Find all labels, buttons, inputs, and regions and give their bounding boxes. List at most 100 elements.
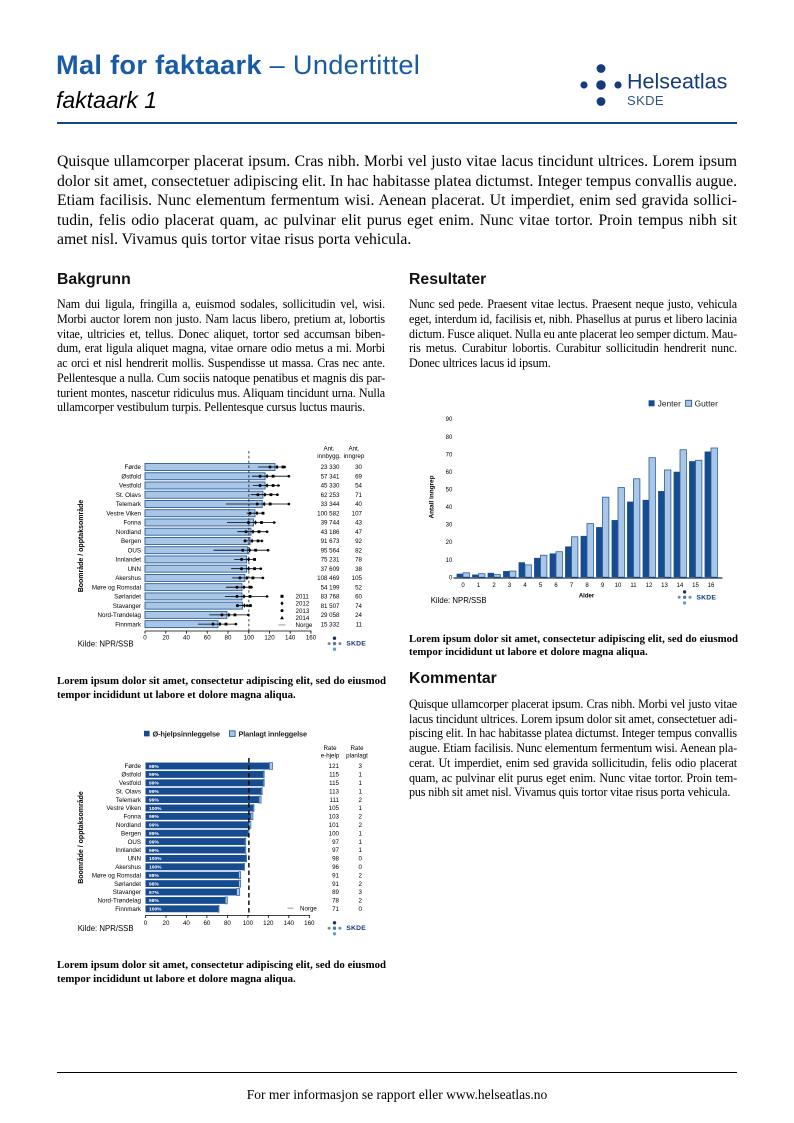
- svg-text:89: 89: [332, 889, 339, 896]
- svg-text:6: 6: [554, 583, 558, 589]
- svg-text:1: 1: [359, 780, 363, 787]
- svg-text:98%: 98%: [149, 873, 159, 879]
- svg-text:Østfold: Østfold: [121, 772, 141, 779]
- svg-text:24: 24: [355, 612, 362, 619]
- svg-text:UNN: UNN: [128, 856, 141, 863]
- svg-text:140: 140: [285, 635, 296, 642]
- svg-text:15: 15: [692, 583, 699, 589]
- svg-text:0: 0: [359, 856, 363, 863]
- svg-text:1: 1: [359, 847, 363, 854]
- svg-text:9: 9: [601, 583, 605, 589]
- svg-text:Antall inngrep: Antall inngrep: [429, 475, 436, 518]
- svg-text:1: 1: [359, 788, 363, 795]
- svg-text:99%: 99%: [149, 797, 159, 803]
- svg-text:Kilde: NPR/SSB: Kilde: NPR/SSB: [78, 924, 134, 933]
- svg-text:99%: 99%: [149, 839, 159, 845]
- svg-text:160: 160: [306, 635, 317, 642]
- svg-text:inngrep: inngrep: [344, 453, 365, 460]
- svg-text:40: 40: [446, 505, 453, 511]
- svg-text:1: 1: [359, 805, 363, 812]
- svg-text:8: 8: [585, 583, 589, 589]
- svg-text:120: 120: [263, 920, 274, 927]
- svg-text:Ant.: Ant.: [323, 446, 334, 453]
- svg-text:e-hjelp: e-hjelp: [321, 753, 340, 760]
- svg-text:75 231: 75 231: [321, 557, 340, 564]
- svg-text:83 768: 83 768: [321, 594, 340, 601]
- svg-text:80: 80: [225, 635, 232, 642]
- svg-text:11: 11: [630, 583, 637, 589]
- svg-text:20: 20: [163, 920, 170, 927]
- svg-text:97: 97: [332, 839, 339, 846]
- svg-text:SKDE: SKDE: [696, 594, 716, 601]
- svg-text:Fonna: Fonna: [123, 814, 141, 821]
- svg-text:Helseatlas: Helseatlas: [627, 70, 727, 94]
- svg-text:97: 97: [332, 847, 339, 854]
- svg-text:99%: 99%: [149, 848, 159, 854]
- svg-text:Møre og Romsdal: Møre og Romsdal: [92, 872, 141, 879]
- svg-text:111: 111: [330, 797, 340, 804]
- svg-text:60: 60: [446, 470, 453, 476]
- svg-text:2: 2: [359, 814, 363, 821]
- svg-text:Akershus: Akershus: [115, 575, 141, 582]
- svg-text:91 673: 91 673: [321, 538, 340, 545]
- svg-text:planlagt: planlagt: [346, 753, 368, 760]
- svg-text:Nordland: Nordland: [116, 822, 142, 829]
- svg-text:60: 60: [203, 920, 210, 927]
- svg-text:52: 52: [355, 584, 362, 591]
- svg-text:Førde: Førde: [124, 763, 141, 770]
- svg-text:Vestre Viken: Vestre Viken: [106, 805, 141, 812]
- svg-text:100: 100: [243, 920, 254, 927]
- svg-text:2014: 2014: [296, 615, 310, 622]
- svg-text:78: 78: [332, 898, 339, 905]
- svg-text:101: 101: [329, 822, 340, 829]
- svg-text:Nord-Trøndelag: Nord-Trøndelag: [98, 612, 142, 619]
- svg-text:UNN: UNN: [128, 566, 141, 573]
- svg-text:99%: 99%: [149, 781, 159, 787]
- svg-text:Finnmark: Finnmark: [115, 621, 142, 628]
- svg-text:innbygg.: innbygg.: [317, 453, 341, 460]
- svg-text:2: 2: [359, 797, 363, 804]
- svg-text:Rate: Rate: [350, 745, 364, 752]
- svg-text:Alder: Alder: [579, 593, 595, 599]
- svg-text:St. Olavs: St. Olavs: [116, 788, 141, 795]
- svg-text:Førde: Førde: [124, 464, 141, 471]
- svg-text:54: 54: [355, 483, 362, 490]
- svg-text:47: 47: [355, 529, 362, 536]
- svg-text:Ø-hjelpsinnleggelse: Ø-hjelpsinnleggelse: [153, 730, 220, 739]
- svg-text:80: 80: [446, 435, 453, 441]
- svg-text:30: 30: [446, 523, 453, 529]
- svg-text:10: 10: [446, 558, 453, 564]
- svg-text:1: 1: [359, 772, 363, 779]
- svg-text:74: 74: [355, 603, 362, 610]
- svg-text:43 186: 43 186: [321, 529, 340, 536]
- svg-text:60: 60: [355, 594, 362, 601]
- svg-text:92: 92: [355, 538, 362, 545]
- svg-text:140: 140: [284, 920, 295, 927]
- svg-text:Norge: Norge: [296, 622, 313, 629]
- svg-text:OUS: OUS: [128, 547, 141, 554]
- svg-text:115: 115: [329, 780, 339, 787]
- svg-text:99%: 99%: [149, 823, 159, 829]
- svg-text:99%: 99%: [149, 772, 159, 778]
- svg-text:3: 3: [359, 889, 363, 896]
- svg-text:100: 100: [244, 635, 255, 642]
- svg-text:2: 2: [492, 583, 496, 589]
- svg-text:Møre og Romsdal: Møre og Romsdal: [92, 584, 141, 591]
- svg-text:1: 1: [359, 839, 363, 846]
- svg-text:98%: 98%: [149, 764, 159, 770]
- svg-text:0: 0: [143, 635, 147, 642]
- svg-text:2012: 2012: [296, 601, 310, 608]
- svg-text:Østfold: Østfold: [121, 473, 141, 480]
- svg-text:38: 38: [355, 566, 362, 573]
- svg-text:70: 70: [446, 452, 453, 458]
- svg-text:Stavanger: Stavanger: [113, 889, 141, 896]
- svg-text:105: 105: [329, 805, 340, 812]
- svg-text:60: 60: [204, 635, 211, 642]
- svg-text:Vestre Viken: Vestre Viken: [106, 510, 141, 517]
- svg-text:103: 103: [329, 814, 340, 821]
- svg-text:Fonna: Fonna: [123, 520, 141, 527]
- svg-text:Planlagt innleggelse: Planlagt innleggelse: [239, 730, 307, 739]
- svg-text:11: 11: [356, 621, 363, 628]
- svg-text:98%: 98%: [149, 898, 159, 904]
- svg-text:2013: 2013: [296, 608, 310, 615]
